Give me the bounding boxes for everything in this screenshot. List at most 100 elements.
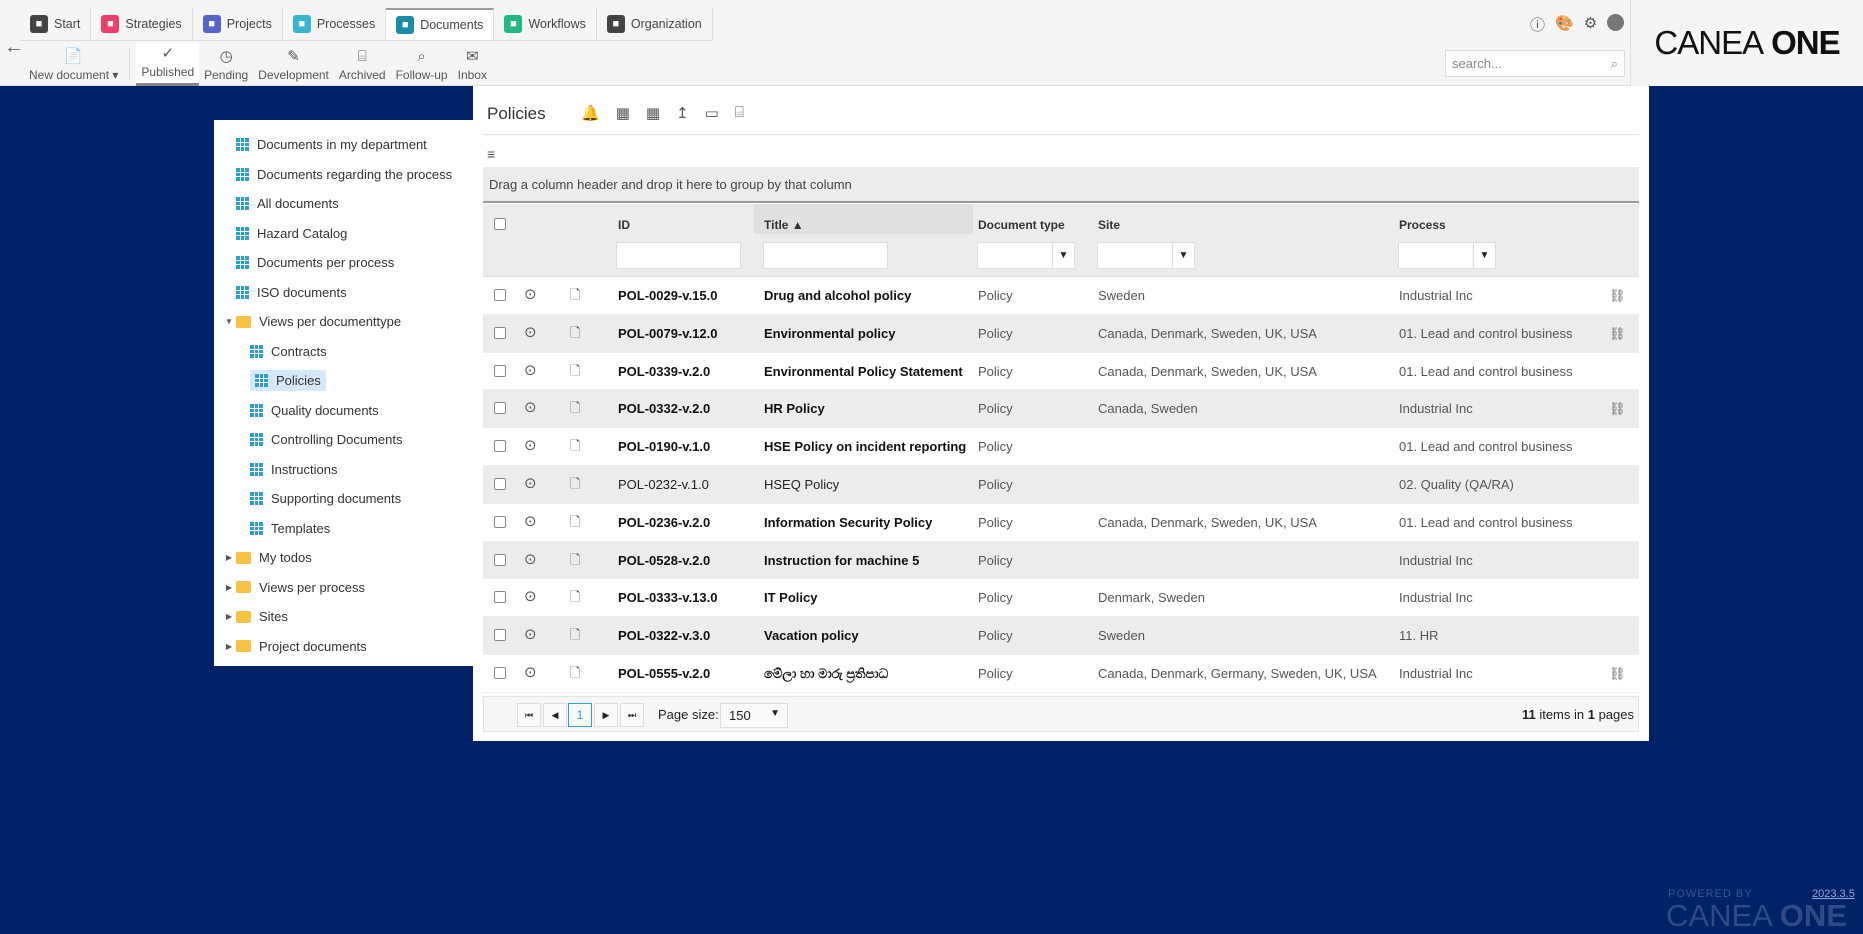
toolbar-development[interactable]: ✎ Development bbox=[258, 48, 329, 82]
column-site[interactable]: Site bbox=[1098, 218, 1121, 232]
open-circle-icon[interactable]: ⊙ bbox=[524, 626, 537, 644]
first-page-button[interactable]: ⏮ bbox=[517, 703, 541, 727]
back-arrow-icon[interactable]: ← bbox=[4, 36, 24, 58]
row-checkbox[interactable] bbox=[494, 591, 506, 604]
tree-item[interactable]: ISO documents bbox=[214, 278, 475, 308]
row-checkbox[interactable] bbox=[494, 666, 506, 679]
tree-item[interactable]: Instructions bbox=[214, 455, 475, 485]
row-checkbox[interactable] bbox=[494, 402, 506, 415]
expand-arrow-icon[interactable]: ▶ bbox=[225, 582, 233, 592]
table-row[interactable]: ⊙ 🗋 POL-0528-v.2.0 Instruction for machi… bbox=[483, 541, 1639, 580]
cell-title[interactable]: HSEQ Policy bbox=[764, 476, 840, 492]
page-size-select[interactable]: 150 ▼ bbox=[720, 703, 788, 728]
cell-title[interactable]: Instruction for machine 5 bbox=[764, 552, 920, 568]
cell-title[interactable]: HR Policy bbox=[764, 401, 825, 417]
table-row[interactable]: ⊙ 🗋 POL-0322-v.3.0 Vacation policy Polic… bbox=[483, 617, 1639, 655]
table-row[interactable]: ⊙ 🗋 POL-0029-v.15.0 Drug and alcohol pol… bbox=[483, 277, 1639, 315]
table-row[interactable]: ⊙ 🗋 POL-0332-v.2.0 HR Policy Policy Cana… bbox=[483, 390, 1639, 429]
cell-title[interactable]: Environmental policy bbox=[764, 325, 896, 341]
document-type-filter[interactable]: ▼ bbox=[977, 242, 1075, 269]
page-1-button[interactable]: 1 bbox=[568, 703, 592, 727]
tree-item[interactable]: Supporting documents bbox=[214, 484, 475, 514]
open-circle-icon[interactable]: ⊙ bbox=[524, 588, 537, 606]
tree-folder[interactable]: ▼ Views per documenttype bbox=[214, 307, 475, 337]
link-icon[interactable]: ⛓ bbox=[1609, 288, 1626, 303]
gear-icon[interactable]: ⚙ bbox=[1583, 15, 1598, 32]
table-settings-icon[interactable]: ▦ bbox=[615, 105, 630, 122]
document-preview-icon[interactable]: 🗋 bbox=[570, 513, 581, 529]
tree-item[interactable]: Hazard Catalog bbox=[214, 219, 475, 249]
link-icon[interactable]: ⛓ bbox=[1609, 665, 1626, 681]
tree-item[interactable]: All documents bbox=[214, 189, 475, 219]
row-checkbox[interactable] bbox=[494, 515, 506, 528]
table-row[interactable]: ⊙ 🗋 POL-0555-v.2.0 මේලා හා මාරු ප්‍රතිපා… bbox=[483, 655, 1639, 693]
bell-icon[interactable]: 🔔 bbox=[581, 105, 600, 122]
table-row[interactable]: ⊙ 🗋 POL-0339-v.2.0 Environmental Policy … bbox=[483, 353, 1639, 391]
site-filter[interactable]: ▼ bbox=[1097, 242, 1195, 269]
cell-title[interactable]: HSE Policy on incident reporting bbox=[764, 439, 967, 455]
export-icon[interactable]: ↥ bbox=[676, 105, 689, 122]
table-edit-icon[interactable]: ▦ bbox=[645, 105, 661, 122]
column-id[interactable]: ID bbox=[618, 218, 630, 232]
compress-icon[interactable]: ▭ bbox=[704, 105, 719, 122]
document-preview-icon[interactable]: 🗋 bbox=[570, 551, 581, 567]
new-document-button[interactable]: 📄 New document ▾ bbox=[29, 48, 119, 82]
link-icon[interactable]: ⛓ bbox=[1609, 401, 1626, 417]
document-preview-icon[interactable]: 🗋 bbox=[570, 589, 581, 605]
tree-item[interactable]: Quality documents bbox=[214, 396, 475, 426]
document-preview-icon[interactable]: 🗋 bbox=[570, 287, 581, 302]
search-icon[interactable]: ⌕ bbox=[1610, 55, 1618, 71]
cell-title[interactable]: Information Security Policy bbox=[764, 514, 933, 530]
row-checkbox[interactable] bbox=[494, 364, 506, 377]
column-process[interactable]: Process bbox=[1399, 218, 1446, 232]
open-circle-icon[interactable]: ⊙ bbox=[524, 286, 537, 303]
document-preview-icon[interactable]: 🗋 bbox=[570, 475, 581, 491]
document-preview-icon[interactable]: 🗋 bbox=[570, 362, 581, 378]
row-checkbox[interactable] bbox=[494, 326, 506, 339]
palette-icon[interactable]: 🎨 bbox=[1555, 15, 1574, 32]
row-checkbox[interactable] bbox=[494, 477, 506, 490]
document-preview-icon[interactable]: 🗋 bbox=[570, 627, 581, 643]
open-circle-icon[interactable]: ⊙ bbox=[524, 323, 537, 341]
expand-arrow-icon[interactable]: ▶ bbox=[225, 612, 233, 622]
document-preview-icon[interactable]: 🗋 bbox=[570, 664, 581, 680]
next-page-button[interactable]: ▶ bbox=[594, 703, 618, 727]
expand-arrow-icon[interactable]: ▶ bbox=[225, 641, 233, 651]
document-preview-icon[interactable]: 🗋 bbox=[570, 438, 581, 454]
tree-item[interactable]: Documents regarding the process bbox=[214, 160, 475, 190]
column-title[interactable]: Title ▲ bbox=[764, 218, 804, 232]
open-circle-icon[interactable]: ⊙ bbox=[524, 474, 537, 492]
tree-folder[interactable]: ▶ My todos bbox=[214, 543, 475, 573]
open-circle-icon[interactable]: ⊙ bbox=[524, 512, 537, 530]
tab-processes[interactable]: ■ Processes bbox=[283, 8, 387, 40]
tab-start[interactable]: ■ Start bbox=[20, 8, 92, 40]
toolbar-follow-up[interactable]: ⌕ Follow-up bbox=[395, 48, 448, 82]
tree-folder[interactable]: ▶ Sites bbox=[214, 602, 475, 632]
open-circle-icon[interactable]: ⊙ bbox=[524, 361, 537, 379]
title-filter-input[interactable] bbox=[763, 242, 888, 269]
cell-title[interactable]: IT Policy bbox=[764, 590, 818, 606]
document-preview-icon[interactable]: 🗋 bbox=[570, 400, 581, 416]
archive-icon[interactable]: ⌸ bbox=[734, 104, 744, 121]
tree-folder[interactable]: ▶ Project documents bbox=[214, 632, 475, 662]
tree-folder[interactable]: ▶ Views per process bbox=[214, 573, 475, 603]
row-checkbox[interactable] bbox=[494, 289, 506, 301]
tree-item[interactable]: Documents per process bbox=[214, 248, 475, 278]
row-checkbox[interactable] bbox=[494, 629, 506, 642]
toolbar-pending[interactable]: ◷ Pending bbox=[204, 48, 249, 82]
expand-arrow-icon[interactable]: ▼ bbox=[225, 317, 233, 327]
column-document-type[interactable]: Document type bbox=[978, 218, 1065, 232]
tree-item[interactable]: Contracts bbox=[214, 337, 475, 367]
toolbar-archived[interactable]: ⌸ Archived bbox=[338, 48, 386, 82]
group-drop-area[interactable]: Drag a column header and drop it here to… bbox=[483, 167, 1639, 203]
help-icon[interactable]: ⓘ bbox=[1530, 17, 1546, 34]
row-checkbox[interactable] bbox=[494, 553, 506, 566]
select-all-checkbox[interactable] bbox=[494, 218, 506, 230]
open-circle-icon[interactable]: ⊙ bbox=[524, 399, 537, 417]
row-checkbox[interactable] bbox=[494, 440, 506, 453]
clear-filter-icon[interactable]: ≡ bbox=[487, 146, 496, 162]
tree-item[interactable]: Policies bbox=[214, 366, 475, 396]
open-circle-icon[interactable]: ⊙ bbox=[524, 663, 537, 681]
toolbar-inbox[interactable]: ✉ Inbox bbox=[457, 48, 487, 82]
table-row[interactable]: ⊙ 🗋 POL-0079-v.12.0 Environmental policy… bbox=[483, 314, 1639, 353]
